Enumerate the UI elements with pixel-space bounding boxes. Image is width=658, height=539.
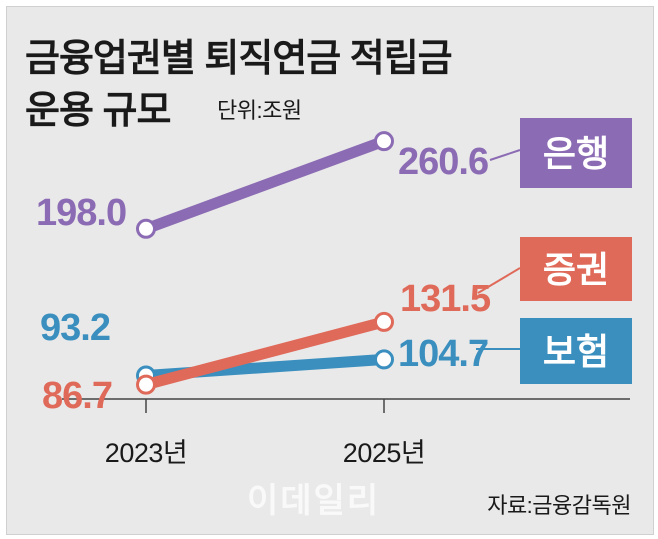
data-point <box>374 349 394 370</box>
legend-box <box>520 318 632 384</box>
x-tick-label: 2023년 <box>105 438 187 468</box>
x-tick-label: 2025년 <box>343 438 425 468</box>
series-line-2 <box>140 316 390 391</box>
data-label: 131.5 <box>400 278 491 320</box>
legend-label: 보험 <box>543 331 609 372</box>
data-label: 93.2 <box>40 307 110 349</box>
legend-connector <box>477 267 521 294</box>
title-line-2: 운용 규모 <box>25 90 171 132</box>
data-point <box>136 218 156 239</box>
title-line-1: 금융업권별 퇴직연금 적립금 <box>25 38 453 80</box>
unit-label: 단위:조원 <box>217 98 302 123</box>
legend-box <box>520 237 632 301</box>
legend-label: 증권 <box>543 249 609 290</box>
data-point <box>374 311 394 332</box>
data-label: 104.7 <box>398 333 488 375</box>
series-line-1 <box>140 135 390 235</box>
data-label: 198.0 <box>36 192 126 234</box>
chart-title: 금융업권별 퇴직연금 적립금 운용 규모 <box>25 33 453 137</box>
legend-label: 은행 <box>543 133 609 174</box>
source-label: 자료:금융감독원 <box>487 493 631 518</box>
watermark: 이데일리 <box>247 482 381 520</box>
legend-connector <box>489 149 521 161</box>
data-point <box>374 131 394 152</box>
data-label: 260.6 <box>398 141 488 183</box>
legend-box <box>520 118 632 188</box>
data-label: 86.7 <box>42 375 112 417</box>
data-point <box>136 374 156 395</box>
